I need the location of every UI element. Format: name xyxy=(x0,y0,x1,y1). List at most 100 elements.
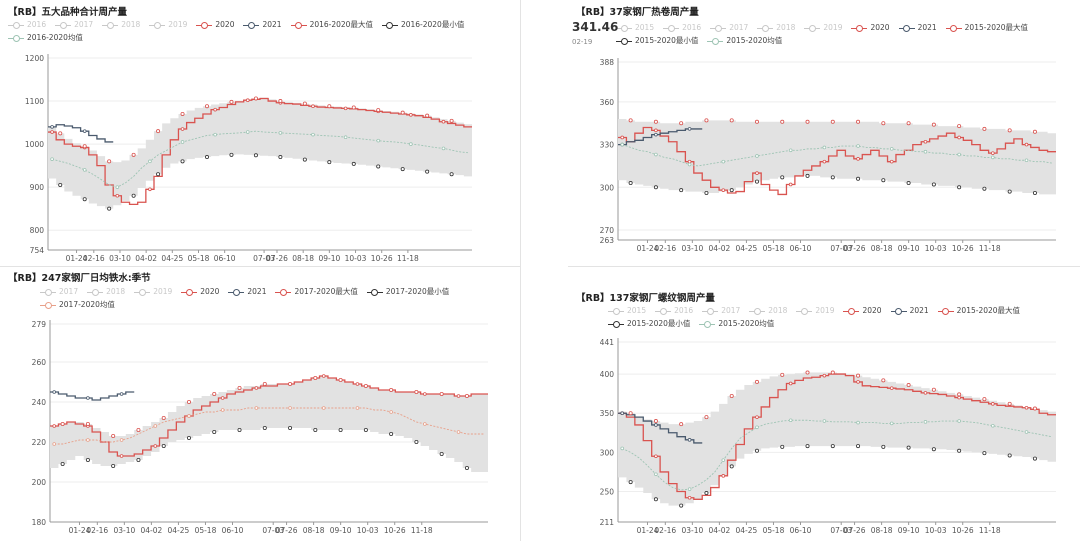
data-point[interactable] xyxy=(321,374,326,378)
data-point[interactable] xyxy=(754,119,759,124)
legend-item[interactable]: 2020 xyxy=(851,21,890,34)
data-point[interactable] xyxy=(687,127,692,131)
data-point[interactable] xyxy=(628,181,633,186)
data-point[interactable] xyxy=(931,182,936,187)
data-point[interactable] xyxy=(856,444,861,449)
legend-item[interactable]: 2021 xyxy=(243,18,282,31)
data-point[interactable] xyxy=(237,386,242,391)
data-point[interactable] xyxy=(313,376,318,381)
data-point[interactable] xyxy=(355,382,360,386)
series-2017-2020最小值[interactable] xyxy=(60,425,469,470)
data-point[interactable] xyxy=(148,187,152,192)
data-point[interactable] xyxy=(245,130,250,134)
series-2016-2020最大值[interactable] xyxy=(58,96,454,164)
data-point[interactable] xyxy=(729,394,734,399)
data-point[interactable] xyxy=(654,472,658,477)
data-point[interactable] xyxy=(1024,430,1029,434)
data-point[interactable] xyxy=(721,458,726,462)
data-point[interactable] xyxy=(409,142,413,146)
data-point[interactable] xyxy=(620,142,625,147)
data-point[interactable] xyxy=(278,155,283,160)
data-point[interactable] xyxy=(906,181,911,186)
data-point[interactable] xyxy=(220,396,225,400)
data-point[interactable] xyxy=(620,446,625,451)
data-point[interactable] xyxy=(254,406,259,410)
data-point[interactable] xyxy=(830,175,835,180)
data-point[interactable] xyxy=(327,104,332,109)
data-point[interactable] xyxy=(355,406,360,410)
data-point[interactable] xyxy=(119,392,124,396)
data-point[interactable] xyxy=(991,423,995,428)
legend-item[interactable]: 2017-2020最大值 xyxy=(275,285,358,298)
series-2021[interactable] xyxy=(48,124,114,143)
legend-item[interactable]: 2018 xyxy=(102,18,140,31)
data-point[interactable] xyxy=(830,119,835,124)
data-point[interactable] xyxy=(156,172,161,177)
data-point[interactable] xyxy=(187,414,191,418)
data-point[interactable] xyxy=(620,411,625,416)
data-point[interactable] xyxy=(363,427,368,432)
chart-legend[interactable]: 2016 2017 2018 2019 2020 2021 2016-2020最大值 2016… xyxy=(8,18,504,44)
data-point[interactable] xyxy=(889,421,894,426)
legend-item[interactable]: 2019 xyxy=(134,285,172,298)
legend-item[interactable]: 2015-2020最大值 xyxy=(945,21,1028,34)
data-point[interactable] xyxy=(262,425,267,430)
data-point[interactable] xyxy=(906,121,911,126)
data-point[interactable] xyxy=(220,408,225,412)
data-point[interactable] xyxy=(687,438,692,442)
data-point[interactable] xyxy=(409,113,413,117)
data-point[interactable] xyxy=(923,391,928,395)
data-point[interactable] xyxy=(204,155,209,160)
data-point[interactable] xyxy=(111,433,116,438)
data-point[interactable] xyxy=(654,454,658,459)
data-point[interactable] xyxy=(131,152,136,157)
data-point[interactable] xyxy=(889,386,894,390)
legend-item[interactable]: 2019 xyxy=(149,18,187,31)
data-point[interactable] xyxy=(338,427,343,432)
data-point[interactable] xyxy=(423,392,427,396)
legend-item[interactable]: 2020 xyxy=(843,304,882,317)
data-point[interactable] xyxy=(906,445,911,450)
series-2021[interactable] xyxy=(50,390,135,401)
data-point[interactable] xyxy=(1024,158,1029,163)
series-2016-2020均值[interactable] xyxy=(50,130,468,189)
data-point[interactable] xyxy=(805,119,810,124)
legend-item[interactable]: 2017 xyxy=(55,18,93,31)
legend-item[interactable]: 2015-2020最小值 xyxy=(608,317,690,330)
data-point[interactable] xyxy=(50,125,54,129)
data-point[interactable] xyxy=(957,152,961,157)
data-point[interactable] xyxy=(60,421,65,426)
legend-item[interactable]: 2015-2020最大值 xyxy=(937,304,1020,317)
data-point[interactable] xyxy=(822,419,827,423)
data-point[interactable] xyxy=(1032,191,1037,196)
legend-item[interactable]: 2015-2020均值 xyxy=(699,317,774,330)
data-point[interactable] xyxy=(1007,401,1012,406)
data-point[interactable] xyxy=(351,105,356,110)
data-point[interactable] xyxy=(881,444,886,449)
data-point[interactable] xyxy=(931,387,936,392)
data-point[interactable] xyxy=(229,99,234,104)
data-point[interactable] xyxy=(288,382,293,387)
data-point[interactable] xyxy=(653,119,658,124)
data-point[interactable] xyxy=(52,424,57,428)
data-point[interactable] xyxy=(780,444,785,449)
data-point[interactable] xyxy=(780,119,785,124)
data-point[interactable] xyxy=(343,106,348,111)
legend-item[interactable]: 2021 xyxy=(228,285,266,298)
series-2015-2020均值[interactable] xyxy=(620,418,1052,491)
legend-item[interactable]: 2018 xyxy=(757,21,795,34)
data-point[interactable] xyxy=(153,424,158,428)
data-point[interactable] xyxy=(180,159,185,164)
data-point[interactable] xyxy=(456,430,461,434)
data-point[interactable] xyxy=(376,138,381,143)
data-point[interactable] xyxy=(957,185,962,190)
data-point[interactable] xyxy=(628,118,633,123)
data-point[interactable] xyxy=(780,372,785,377)
data-point[interactable] xyxy=(180,140,185,144)
data-point[interactable] xyxy=(628,480,633,485)
data-point[interactable] xyxy=(136,427,141,432)
data-point[interactable] xyxy=(687,487,692,491)
data-point[interactable] xyxy=(754,379,759,384)
legend-item[interactable]: 2015-2020最小值 xyxy=(616,34,698,47)
data-point[interactable] xyxy=(254,386,259,390)
